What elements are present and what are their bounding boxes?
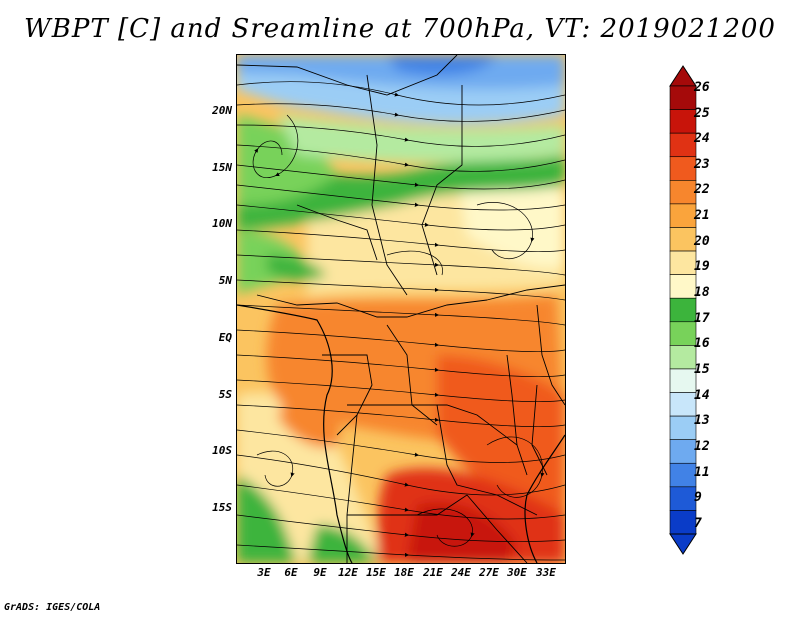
lon-label-24e: 24E: [451, 566, 471, 579]
colorbar-label-12: 12: [694, 439, 710, 454]
colorbar-block: [669, 132, 697, 158]
lat-label-eq: EQ: [218, 331, 232, 344]
lat-label-5n: 5N: [218, 274, 232, 287]
lon-label-6e: 6E: [284, 566, 298, 579]
lat-label-5s: 5S: [218, 388, 232, 401]
colorbar-block: [669, 180, 697, 205]
lat-label-20n: 20N: [212, 104, 232, 117]
colorbar-block: [669, 109, 697, 134]
colorbar-label-16: 16: [694, 336, 710, 351]
colorbar-block: [669, 297, 697, 323]
colorbar-label-14: 14: [694, 388, 710, 403]
colorbar: [669, 65, 697, 555]
lat-label-10n: 10N: [212, 217, 232, 230]
colorbar-label-13: 13: [694, 413, 710, 428]
colorbar-label-21: 21: [694, 208, 710, 223]
colorbar-block: [669, 274, 697, 299]
footer-credit: GrADS: IGES/COLA: [4, 602, 101, 613]
lon-label-15e: 15E: [366, 566, 386, 579]
colorbar-block: [669, 415, 697, 440]
colorbar-block: [669, 368, 697, 393]
colorbar-block: [669, 321, 697, 346]
colorbar-block: [669, 392, 697, 417]
colorbar-block: [669, 510, 697, 535]
colorbar-label-15: 15: [694, 362, 710, 377]
lat-label-10s: 10S: [212, 444, 232, 457]
colorbar-label-9: 9: [694, 490, 702, 505]
colorbar-label-7: 7: [694, 516, 702, 531]
colorbar-block: [669, 439, 697, 464]
colorbar-blocks: [669, 85, 697, 535]
colorbar-block: [669, 85, 697, 110]
lon-label-27e: 27E: [479, 566, 499, 579]
lon-label-3e: 3E: [257, 566, 271, 579]
colorbar-block: [669, 462, 697, 488]
colorbar-bottom-arrow: [669, 533, 697, 555]
colorbar-block: [669, 203, 697, 228]
colorbar-label-18: 18: [694, 285, 710, 300]
lon-label-21e: 21E: [423, 566, 443, 579]
lat-label-15s: 15S: [212, 501, 232, 514]
wbpt-field-map: [237, 55, 565, 563]
colorbar-block: [669, 486, 697, 511]
colorbar-label-24: 24: [694, 131, 710, 146]
colorbar-label-19: 19: [694, 259, 710, 274]
colorbar-block: [669, 345, 697, 370]
lon-label-33e: 33E: [536, 566, 556, 579]
lon-label-18e: 18E: [394, 566, 414, 579]
lon-label-9e: 9E: [313, 566, 327, 579]
lon-label-30e: 30E: [507, 566, 527, 579]
colorbar-block: [669, 250, 697, 275]
colorbar-label-23: 23: [694, 157, 710, 172]
colorbar-label-17: 17: [694, 311, 710, 326]
lon-label-12e: 12E: [338, 566, 358, 579]
colorbar-label-11: 11: [694, 465, 710, 480]
colorbar-label-20: 20: [694, 234, 710, 249]
map-panel: [236, 54, 566, 564]
colorbar-block: [669, 156, 697, 181]
colorbar-label-22: 22: [694, 182, 710, 197]
colorbar-top-arrow: [669, 65, 697, 87]
lat-label-15n: 15N: [212, 161, 232, 174]
colorbar-label-26: 26: [694, 80, 710, 95]
chart-title: WBPT [C] and Sreamline at 700hPa, VT: 20…: [24, 14, 776, 44]
colorbar-block: [669, 227, 697, 252]
colorbar-label-25: 25: [694, 106, 710, 121]
